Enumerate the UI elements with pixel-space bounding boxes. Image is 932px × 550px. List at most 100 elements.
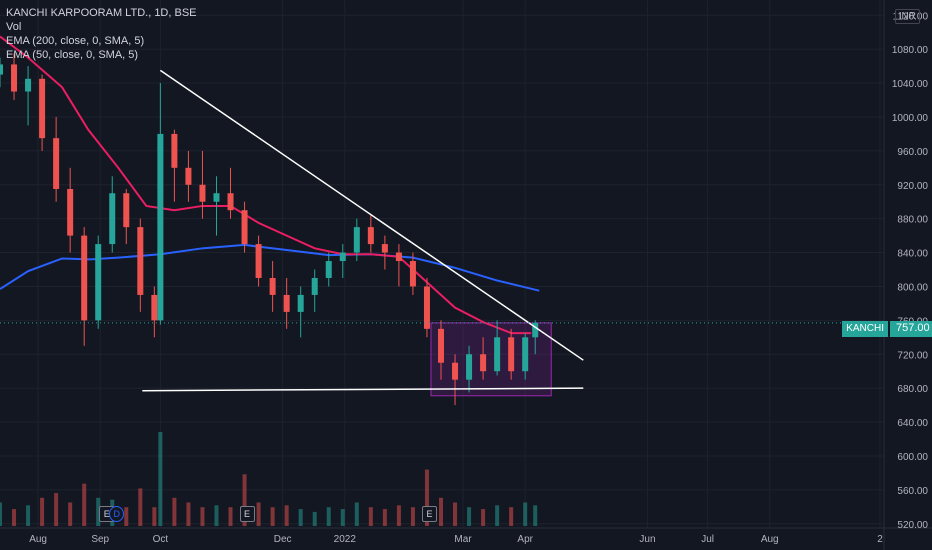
volume-bar	[172, 497, 177, 526]
y-tick-label: 520.00	[897, 520, 928, 531]
volume-bar	[453, 502, 458, 526]
y-tick-label: 1000.00	[892, 113, 929, 124]
candle-body	[522, 337, 529, 372]
volume-bar	[481, 509, 486, 526]
price-tag-symbol: KANCHI	[842, 321, 888, 337]
volume-bar	[270, 507, 275, 526]
candle-body	[381, 244, 388, 253]
volume-bar	[340, 509, 345, 526]
y-tick-label: 600.00	[897, 452, 928, 463]
volume-bar	[438, 497, 443, 526]
x-tick-label: Oct	[153, 534, 169, 545]
volume-bar	[523, 502, 528, 526]
volume-bar	[312, 511, 317, 526]
candle-body	[185, 167, 192, 185]
candle-body	[0, 64, 3, 75]
volume-bar	[138, 488, 143, 526]
volume-bar	[326, 507, 331, 526]
candle-body	[213, 193, 220, 202]
candle-body	[171, 133, 178, 168]
x-tick-label: Mar	[454, 534, 472, 545]
chart-legend: KANCHI KARPOORAM LTD., 1D, BSE Vol EMA (…	[6, 6, 197, 62]
volume-bar	[186, 502, 191, 526]
candle-body	[325, 261, 332, 278]
candle-body	[241, 210, 248, 245]
volume-bar	[354, 502, 359, 526]
volume-bar	[158, 432, 163, 526]
candle-body	[137, 227, 144, 295]
range-box	[430, 322, 552, 397]
y-tick-label: 880.00	[897, 215, 928, 226]
y-tick-label: 1080.00	[892, 45, 929, 56]
legend-ema200[interactable]: EMA (200, close, 0, SMA, 5)	[6, 35, 145, 47]
volume-bar	[40, 497, 45, 526]
x-tick-label: 2	[877, 534, 883, 545]
volume-bar	[152, 507, 157, 526]
volume-bar	[509, 507, 514, 526]
candle-body	[39, 78, 46, 139]
candle-body	[423, 286, 430, 329]
trendline	[142, 387, 584, 392]
y-tick-label: 720.00	[897, 350, 928, 361]
candle-body	[297, 294, 304, 312]
candle-body	[437, 328, 444, 363]
price-tag-value: 757.00	[890, 321, 932, 337]
x-tick-label: 2022	[334, 534, 357, 545]
candle-body	[466, 354, 473, 380]
volume-bar	[96, 497, 101, 526]
volume-bar	[242, 474, 247, 526]
y-tick-label: 1040.00	[892, 79, 929, 90]
x-tick-label: Jul	[701, 534, 714, 545]
volume-bar	[68, 502, 73, 526]
candle-body	[199, 184, 206, 202]
ema50-line	[0, 35, 532, 335]
candle-body	[123, 193, 130, 228]
candle-body	[339, 252, 346, 262]
earnings-event-marker[interactable]: E	[421, 506, 437, 522]
volume-bar	[495, 505, 500, 526]
candle-body	[480, 354, 487, 372]
candle-body	[227, 193, 234, 211]
volume-bar	[467, 507, 472, 526]
candle-body	[508, 337, 515, 372]
legend-title[interactable]: KANCHI KARPOORAM LTD., 1D, BSE	[6, 7, 197, 19]
y-tick-label: 800.00	[897, 282, 928, 293]
candle-body	[353, 227, 360, 253]
candle-body	[395, 252, 402, 262]
last-price-tag: KANCHI 757.00	[842, 321, 932, 337]
candle-body	[494, 337, 501, 372]
trendline	[159, 69, 584, 361]
candle-body	[255, 244, 262, 278]
y-tick-label: 960.00	[897, 147, 928, 158]
x-tick-label: Aug	[761, 534, 779, 545]
volume-bar	[256, 502, 261, 526]
candle-body	[11, 64, 18, 92]
volume-bar	[12, 509, 17, 526]
candle-body	[367, 227, 374, 245]
dividend-event-marker[interactable]: D	[109, 506, 125, 522]
candle-body	[283, 294, 290, 312]
y-tick-label: 840.00	[897, 249, 928, 260]
volume-bar	[82, 483, 87, 526]
legend-ema50[interactable]: EMA (50, close, 0, SMA, 5)	[6, 49, 139, 61]
legend-volume[interactable]: Vol	[6, 21, 22, 33]
y-tick-label: 680.00	[897, 384, 928, 395]
candle-body	[67, 188, 74, 236]
earnings-event-marker[interactable]: E	[239, 506, 255, 522]
y-tick-label: 1120.00	[893, 11, 929, 22]
y-tick-label: 920.00	[897, 181, 928, 192]
volume-bar	[533, 505, 538, 526]
x-tick-label: Apr	[517, 534, 533, 545]
volume-bar	[368, 507, 373, 526]
volume-bar	[0, 502, 2, 526]
currency-label[interactable]: INR	[894, 9, 920, 24]
volume-bar	[124, 507, 129, 526]
volume-bar	[54, 493, 59, 526]
candle-body	[269, 277, 276, 295]
volume-bar	[284, 505, 289, 526]
volume-bar	[410, 507, 415, 526]
candle-body	[25, 78, 32, 92]
